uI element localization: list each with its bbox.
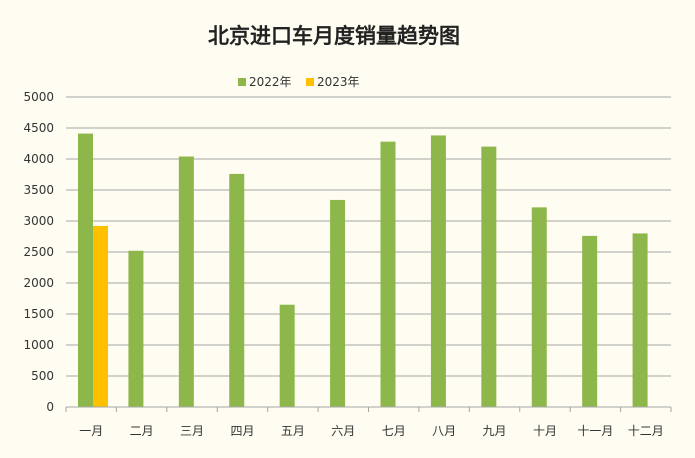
bar-series1: [178, 156, 194, 407]
bar-series1: [582, 235, 598, 407]
x-tick-label: 十月: [533, 424, 557, 438]
x-tick-label: 一月: [79, 424, 103, 438]
x-tick-label: 十二月: [628, 424, 664, 438]
bar-series1: [430, 135, 446, 407]
bar-series1: [330, 199, 346, 407]
x-tick-label: 七月: [382, 424, 406, 438]
y-tick-label: 1500: [23, 307, 54, 321]
legend-label: 2022年: [249, 75, 292, 89]
bar-series1: [380, 141, 396, 407]
bar-series1: [128, 250, 144, 407]
y-tick-label: 2500: [23, 245, 54, 259]
x-tick-label: 六月: [331, 424, 355, 438]
y-tick-label: 2000: [23, 276, 54, 290]
bar-series2: [93, 225, 108, 407]
x-tick-label: 二月: [130, 424, 154, 438]
x-tick-label: 八月: [432, 424, 456, 438]
y-tick-label: 0: [46, 400, 54, 414]
x-tick-label: 九月: [483, 424, 507, 438]
bar-series1: [531, 207, 547, 407]
legend-swatch: [306, 78, 314, 86]
y-tick-label: 3000: [23, 214, 54, 228]
x-tick-label: 四月: [230, 424, 254, 438]
y-tick-label: 4000: [23, 152, 54, 166]
x-tick-label: 三月: [180, 424, 204, 438]
legend-label: 2023年: [317, 75, 360, 89]
y-tick-label: 3500: [23, 183, 54, 197]
bar-series1: [632, 233, 648, 407]
y-tick-label: 4500: [23, 121, 54, 135]
y-tick-label: 500: [31, 369, 54, 383]
bar-series1: [78, 133, 93, 407]
x-tick-label: 五月: [281, 424, 305, 438]
legend-swatch: [238, 78, 246, 86]
chart-title: 北京进口车月度销量趋势图: [208, 24, 460, 48]
y-tick-label: 5000: [23, 90, 54, 104]
bar-series1: [229, 173, 245, 407]
x-tick-label: 十一月: [577, 424, 613, 438]
bar-series1: [279, 304, 295, 407]
bar-series1: [481, 146, 497, 407]
y-tick-label: 1000: [23, 338, 54, 352]
